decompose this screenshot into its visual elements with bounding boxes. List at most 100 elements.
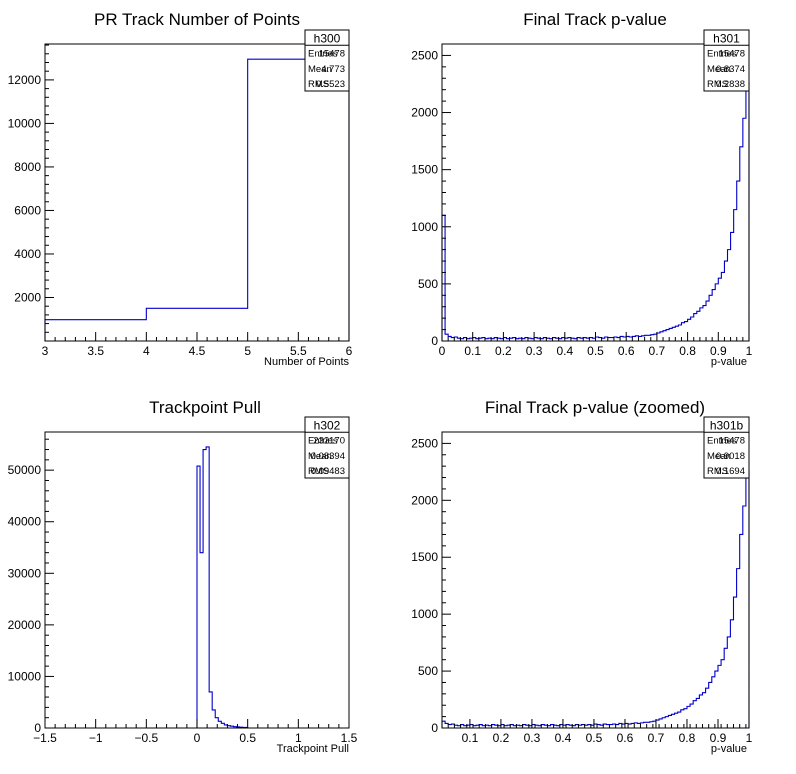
x-tick-label: 0.1 bbox=[464, 344, 481, 358]
stats-histogram-name: h301 bbox=[713, 31, 740, 45]
histogram-pad-2: Final Track p-value 0 0.1 0.2 0.3 0.4 0.5 0.6 0.… bbox=[411, 10, 752, 368]
plot-title: Trackpoint Pull bbox=[149, 398, 261, 417]
stats-label: Entries bbox=[308, 436, 338, 447]
stats-value: 232170 bbox=[313, 436, 345, 447]
x-tick-label: 0.7 bbox=[648, 731, 665, 745]
stats-value: 0.9018 bbox=[716, 451, 745, 462]
stats-label: Mean bbox=[707, 64, 731, 75]
x-tick-label: 0.2 bbox=[493, 731, 510, 745]
x-tick-label: 4 bbox=[143, 344, 150, 358]
x-axis-title: p-value bbox=[711, 356, 747, 368]
histogram-pad-4: Final Track p-value (zoomed) 0.1 0.2 0.3 0.4… bbox=[411, 398, 752, 755]
x-tick-label: 3.5 bbox=[87, 344, 104, 358]
y-tick-label: 2500 bbox=[411, 436, 438, 450]
stats-label: RMS bbox=[707, 466, 728, 477]
stats-value: 0.09483 bbox=[311, 466, 345, 477]
x-tick-label: 1 bbox=[746, 731, 753, 745]
x-tick-label: 0.6 bbox=[617, 731, 634, 745]
stats-label: Entries bbox=[707, 436, 737, 447]
y-tick-label: 0 bbox=[431, 721, 438, 735]
x-tick-label: 0.4 bbox=[556, 344, 573, 358]
x-tick-label: 1 bbox=[295, 731, 302, 745]
stats-label: RMS bbox=[707, 79, 728, 90]
x-tick-label: 0.5 bbox=[239, 731, 256, 745]
stats-value: 15478 bbox=[319, 49, 345, 60]
stats-box-frame bbox=[703, 29, 750, 92]
x-tick-label: 0.8 bbox=[679, 731, 696, 745]
histogram-pad-3: Trackpoint Pull −1.5 −1 −0.5 0 0.5 1 1.5 0 10000 2… bbox=[8, 398, 358, 755]
x-tick-label: −1.5 bbox=[33, 731, 57, 745]
histogram-outline bbox=[441, 470, 750, 728]
stats-label: Mean bbox=[707, 451, 731, 462]
plot-title: PR Track Number of Points bbox=[94, 10, 300, 29]
y-tick-label: 2500 bbox=[411, 48, 438, 62]
x-tick-label: 1.5 bbox=[341, 731, 358, 745]
stats-value: 0.1694 bbox=[716, 466, 745, 477]
y-tick-label: 12000 bbox=[8, 73, 42, 87]
x-axis-title: p-value bbox=[711, 743, 747, 755]
plot-title: Final Track p-value (zoomed) bbox=[485, 398, 705, 417]
y-tick-label: 1500 bbox=[411, 550, 438, 564]
x-tick-label: 3 bbox=[42, 344, 49, 358]
y-tick-label: 8000 bbox=[14, 160, 41, 174]
x-tick-label: 0.9 bbox=[710, 344, 727, 358]
stats-histogram-name: h300 bbox=[314, 31, 341, 45]
stats-histogram-name: h302 bbox=[314, 418, 341, 432]
y-tick-label: 1500 bbox=[411, 163, 438, 177]
x-tick-label: 5 bbox=[244, 344, 251, 358]
x-tick-label: 5.5 bbox=[290, 344, 307, 358]
stats-label: Entries bbox=[707, 49, 737, 60]
stats-label: Entries bbox=[308, 49, 338, 60]
x-tick-label: 0.5 bbox=[587, 344, 604, 358]
stats-box-frame bbox=[703, 416, 750, 479]
y-tick-label: 1000 bbox=[411, 220, 438, 234]
x-tick-label: 1 bbox=[746, 344, 753, 358]
histogram-outline bbox=[441, 82, 750, 341]
x-tick-label: 6 bbox=[346, 344, 353, 358]
x-tick-label: −0.5 bbox=[134, 731, 158, 745]
plot-frame bbox=[441, 431, 750, 729]
stats-value: 4.773 bbox=[321, 64, 345, 75]
y-tick-label: 0 bbox=[431, 334, 438, 348]
stats-label: Mean bbox=[308, 451, 332, 462]
histogram-outline bbox=[196, 446, 249, 729]
stats-label: RMS bbox=[308, 79, 329, 90]
x-axis-title: Trackpoint Pull bbox=[277, 743, 349, 755]
x-axis-title: Number of Points bbox=[264, 356, 349, 368]
plot-frame bbox=[441, 43, 750, 342]
y-tick-label: 500 bbox=[418, 664, 438, 678]
plot-frame bbox=[44, 43, 350, 342]
y-tick-label: 500 bbox=[418, 277, 438, 291]
y-tick-label: 30000 bbox=[8, 566, 42, 580]
stats-histogram-name: h301b bbox=[710, 418, 744, 432]
stats-value: 0.8374 bbox=[716, 64, 745, 75]
stats-label: Mean bbox=[308, 64, 332, 75]
plot-title: Final Track p-value bbox=[523, 10, 667, 29]
y-tick-label: 4000 bbox=[14, 247, 41, 261]
y-tick-label: 1000 bbox=[411, 607, 438, 621]
x-tick-label: 0.5 bbox=[586, 731, 603, 745]
y-tick-label: 6000 bbox=[14, 203, 41, 217]
histogram-pad-1: PR Track Number of Points 3 3.5 4 4.5 5 5.5 6 20… bbox=[8, 10, 353, 368]
stats-value: 0.2838 bbox=[716, 79, 745, 90]
stats-box-frame bbox=[304, 29, 350, 92]
x-tick-label: 4.5 bbox=[189, 344, 206, 358]
x-tick-label: 0.3 bbox=[524, 731, 541, 745]
histogram-outline bbox=[44, 58, 350, 341]
x-tick-label: 0.2 bbox=[495, 344, 512, 358]
stats-label: RMS bbox=[308, 466, 329, 477]
y-tick-label: 40000 bbox=[8, 515, 42, 529]
y-tick-label: 0 bbox=[34, 721, 41, 735]
x-tick-label: 0.7 bbox=[649, 344, 666, 358]
x-tick-label: 0.3 bbox=[526, 344, 543, 358]
x-tick-label: 0.4 bbox=[555, 731, 572, 745]
x-tick-label: 0 bbox=[194, 731, 201, 745]
stats-value: 0.5523 bbox=[316, 79, 345, 90]
x-tick-label: 0 bbox=[439, 344, 446, 358]
x-tick-label: 0.8 bbox=[679, 344, 696, 358]
y-tick-label: 10000 bbox=[8, 669, 42, 683]
